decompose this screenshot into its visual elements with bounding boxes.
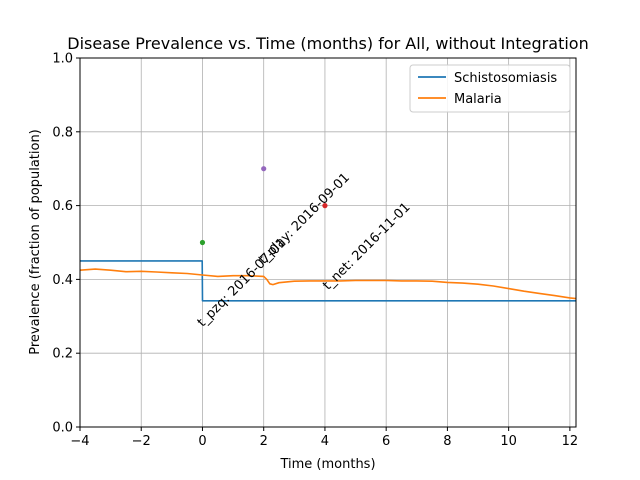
axis-ticks: −4 −2 0 2 4 6 8 10 12 0.0 0.2 0.4 0.6 0.8 1.0: [52, 52, 578, 450]
legend-box: [409, 64, 571, 113]
y-axis-label: Prevalence (fraction of population): [28, 129, 43, 355]
y-tick-label: 0.0: [52, 421, 73, 436]
series-lines: [79, 260, 577, 302]
y-tick-label: 1.0: [52, 52, 73, 67]
x-tick-label: 4: [321, 434, 329, 449]
x-axis-label: Time (months): [279, 457, 375, 472]
series-line-1: [79, 268, 577, 300]
grid-lines: [79, 57, 576, 428]
marker-point-0: [199, 239, 206, 246]
legend: Schistosomiasis Malaria: [409, 64, 571, 113]
y-tick-label: 0.8: [52, 125, 73, 140]
x-tick-label: 8: [443, 434, 451, 449]
annotations: t_pzq: 2016-07-01t_play: 2016-09-01t_net…: [195, 170, 414, 330]
x-tick-label: 10: [500, 434, 517, 449]
y-tick-label: 0.4: [52, 273, 73, 288]
marker-point-2: [322, 203, 328, 209]
y-tick-label: 0.2: [52, 347, 73, 362]
marker-point-1: [261, 166, 267, 172]
legend-entry: Schistosomiasis: [454, 71, 557, 86]
legend-entry: Malaria: [454, 92, 502, 107]
x-tick-label: 0: [198, 434, 206, 449]
x-tick-label: −2: [132, 434, 151, 449]
plot-frame: [79, 57, 577, 428]
series-line-0: [80, 260, 576, 302]
marker-points: [199, 166, 328, 246]
annotation-label: t_play: 2016-09-01: [256, 170, 353, 267]
y-tick-label: 0.6: [52, 199, 73, 214]
x-tick-label: −4: [70, 434, 89, 449]
x-tick-label: 6: [382, 434, 390, 449]
chart-title: Disease Prevalence vs. Time (months) for…: [67, 34, 588, 53]
x-tick-label: 2: [260, 434, 268, 449]
x-tick-label: 12: [562, 434, 579, 449]
